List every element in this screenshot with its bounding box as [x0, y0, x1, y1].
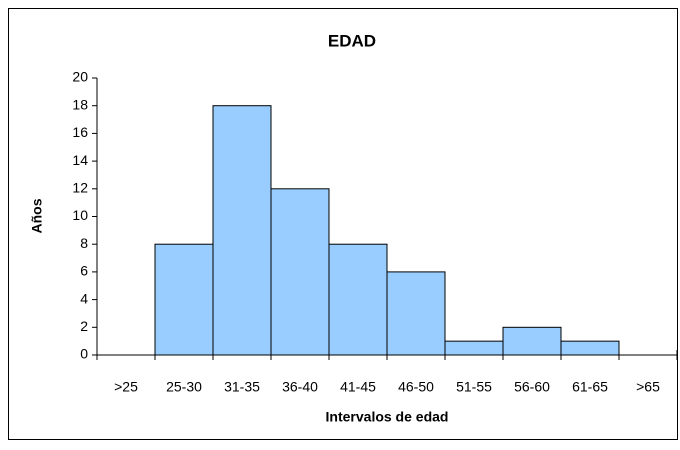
y-tick-label: 4: [80, 290, 88, 306]
x-tick-label: 56-60: [514, 379, 550, 395]
x-tick-label: 25-30: [166, 379, 202, 395]
bar: [154, 243, 214, 356]
x-axis-label: Intervalos de edad: [326, 409, 449, 425]
x-tick-label: 46-50: [398, 379, 434, 395]
y-tick-label: 0: [80, 346, 88, 362]
x-tick-label: 36-40: [282, 379, 318, 395]
y-tick-label: 8: [80, 235, 88, 251]
bar: [560, 340, 620, 356]
y-tick-label: 12: [72, 180, 88, 196]
bar: [386, 271, 446, 356]
y-axis-label: Años: [29, 198, 45, 233]
bar: [444, 340, 504, 356]
bar: [212, 105, 272, 356]
x-tick-label: 31-35: [224, 379, 260, 395]
x-tick-label: 61-65: [572, 379, 608, 395]
bar: [502, 326, 562, 356]
x-tick-label: >25: [114, 379, 138, 395]
x-tick-label: 41-45: [340, 379, 376, 395]
bar: [328, 243, 388, 356]
y-tick-label: 10: [72, 207, 88, 223]
y-tick-label: 16: [72, 124, 88, 140]
chart-title: EDAD: [328, 31, 376, 50]
x-tick-label: 51-55: [456, 379, 492, 395]
y-tick-label: 18: [72, 96, 88, 112]
y-tick-label: 20: [72, 69, 88, 85]
bar: [270, 188, 330, 356]
y-tick-label: 14: [72, 152, 88, 168]
y-tick-label: 2: [80, 318, 88, 334]
y-tick-label: 6: [80, 263, 88, 279]
x-tick-label: >65: [636, 379, 660, 395]
chart-frame: [8, 8, 678, 440]
